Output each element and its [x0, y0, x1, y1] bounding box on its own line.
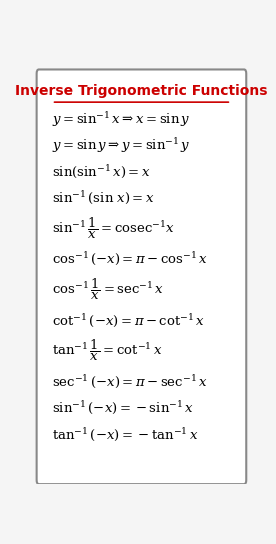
Text: $y = \sin^{-1} x \Rightarrow x = \sin y$: $y = \sin^{-1} x \Rightarrow x = \sin y$: [52, 110, 190, 129]
Text: $\cos^{-1}\dfrac{1}{x} = \sec^{-1} x$: $\cos^{-1}\dfrac{1}{x} = \sec^{-1} x$: [52, 277, 164, 302]
Text: $\tan^{-1}(-x) = -\tan^{-1}x$: $\tan^{-1}(-x) = -\tan^{-1}x$: [52, 425, 198, 442]
Text: $\cos^{-1}(-x) = \pi - \cos^{-1} x$: $\cos^{-1}(-x) = \pi - \cos^{-1} x$: [52, 250, 208, 268]
Text: $y = \sin y \Rightarrow y = \sin^{-1} y$: $y = \sin y \Rightarrow y = \sin^{-1} y$: [52, 137, 190, 156]
Text: $\sin^{-1}(-x) = -\sin^{-1}x$: $\sin^{-1}(-x) = -\sin^{-1}x$: [52, 399, 194, 416]
Text: $\cot^{-1}(-x) = \pi - \cot^{-1} x$: $\cot^{-1}(-x) = \pi - \cot^{-1} x$: [52, 312, 205, 329]
Text: $\sin(\sin^{-1}x) = x$: $\sin(\sin^{-1}x) = x$: [52, 163, 150, 180]
Text: $\sec^{-1}(-x) = \pi - \sec^{-1} x$: $\sec^{-1}(-x) = \pi - \sec^{-1} x$: [52, 373, 207, 390]
Text: $\sin^{-1}\dfrac{1}{x} = \mathrm{cosec}^{-1} x$: $\sin^{-1}\dfrac{1}{x} = \mathrm{cosec}^…: [52, 215, 174, 241]
FancyBboxPatch shape: [37, 70, 246, 484]
Text: $\tan^{-1}\dfrac{1}{x} = \cot^{-1} x$: $\tan^{-1}\dfrac{1}{x} = \cot^{-1} x$: [52, 338, 162, 363]
Text: $\sin^{-1}(\sin\, x) = x$: $\sin^{-1}(\sin\, x) = x$: [52, 189, 154, 206]
Text: Inverse Trigonometric Functions: Inverse Trigonometric Functions: [15, 84, 268, 98]
